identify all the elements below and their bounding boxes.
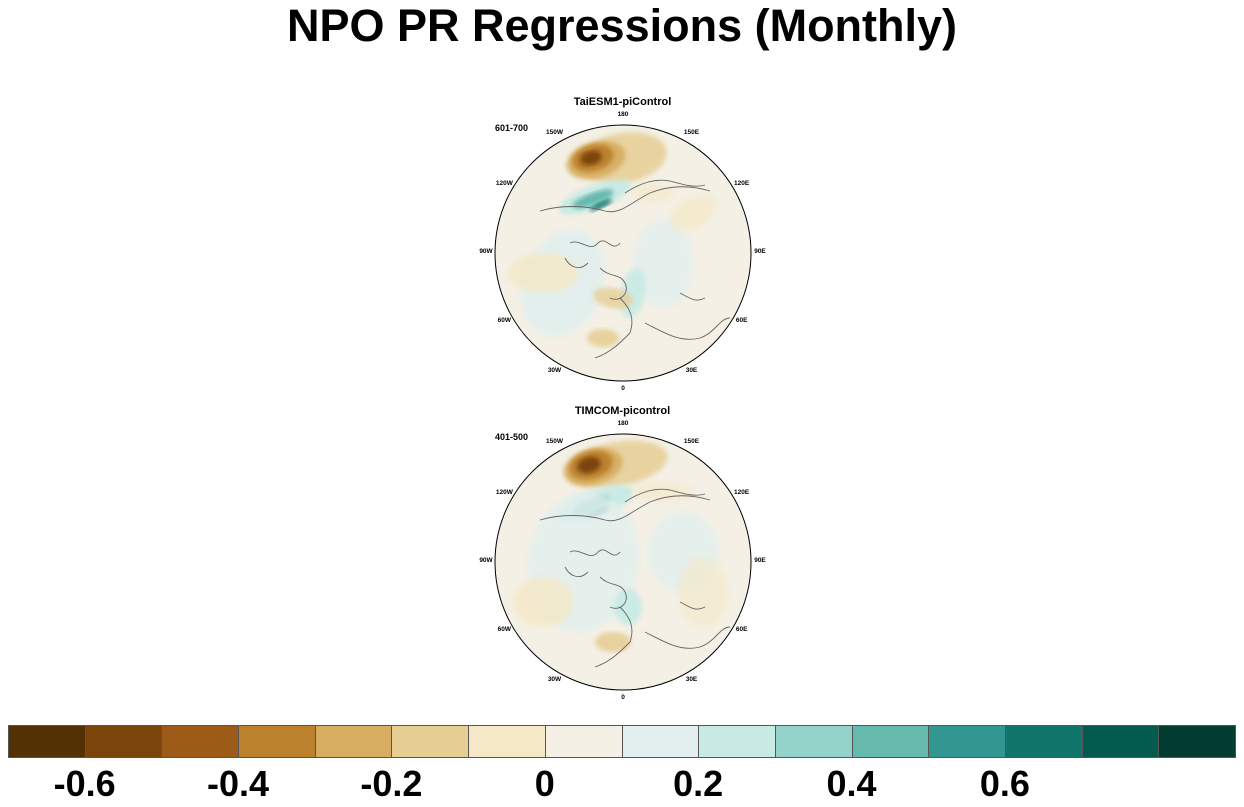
longitude-label: 90W — [479, 557, 493, 564]
colorbar-box — [928, 725, 1006, 758]
colorbar-box — [544, 725, 623, 758]
colorbar-box — [851, 725, 930, 758]
colorbar-box — [774, 725, 853, 758]
anomaly-contour — [577, 456, 601, 474]
longitude-label: 30W — [547, 366, 562, 374]
anomaly-contour — [678, 557, 728, 627]
panel-subtitle: 401-500 — [495, 432, 529, 442]
longitude-label: 90E — [754, 248, 766, 255]
anomaly-contour — [508, 253, 578, 293]
anomaly-contour — [572, 189, 614, 209]
colorbar-tick-label: 0.6 — [979, 763, 1030, 804]
figure-title: NPO PR Regressions (Monthly) — [286, 0, 958, 51]
colorbar-tick-label: 0.2 — [673, 763, 724, 804]
coastline — [624, 179, 706, 194]
colorbar-box — [698, 725, 776, 758]
anomaly-contour — [587, 329, 619, 347]
longitude-label: 0 — [621, 694, 625, 701]
anomaly-contour — [633, 218, 693, 308]
panel-title: TIMCOM-picontrol — [574, 405, 671, 417]
coastline — [594, 297, 633, 359]
coastline — [599, 267, 627, 300]
colorbar-tick-label: 0 — [534, 763, 555, 804]
coastline — [569, 549, 621, 556]
longitude-label: 150W — [546, 438, 563, 446]
map-border — [494, 433, 752, 691]
coastline — [564, 566, 589, 578]
longitude-label: 120E — [734, 179, 750, 187]
colorbar-box — [1158, 725, 1236, 758]
longitude-label: 180 — [617, 420, 629, 427]
anomaly-contour — [513, 577, 573, 627]
longitude-label: 60W — [497, 316, 512, 324]
anomaly-contour — [590, 199, 612, 211]
anomaly-contour — [633, 183, 673, 203]
polar-map — [494, 124, 752, 382]
colorbar-tick-label: -0.4 — [207, 763, 270, 804]
colorbar-box — [8, 725, 86, 758]
colorbar-box — [84, 725, 163, 758]
longitude-label: 120E — [734, 488, 750, 496]
colorbar-tick-label: -0.2 — [360, 763, 423, 804]
colorbar-box — [238, 725, 316, 758]
coastline — [564, 257, 589, 269]
coastline — [679, 292, 706, 301]
longitude-label: 150E — [683, 129, 700, 137]
colorbar-box — [1081, 725, 1160, 758]
longitude-label: 90W — [479, 248, 493, 255]
longitude-label: 60E — [735, 625, 748, 633]
coastline — [594, 606, 633, 668]
longitude-label: 0 — [621, 385, 625, 392]
colorbar-box — [621, 725, 700, 758]
panel-title: TaiESM1-piControl — [573, 96, 672, 108]
anomaly-contour — [614, 589, 642, 625]
colorbar-box — [1004, 725, 1083, 758]
anomaly-contour — [670, 194, 716, 232]
longitude-label: 30W — [547, 675, 562, 683]
coastline — [539, 186, 711, 213]
longitude-label: 30E — [685, 366, 698, 374]
colorbar-box — [468, 725, 546, 758]
panel-subtitle: 601-700 — [495, 123, 529, 133]
map-panel-timcom: TIMCOM-picontrol 401-500 180 150E 120E 90E 6… — [470, 402, 775, 701]
coastline — [679, 601, 706, 610]
coastline — [569, 240, 621, 247]
coastline — [624, 488, 706, 503]
coastline — [599, 576, 627, 609]
coastline — [644, 626, 731, 649]
colorbar — [8, 725, 1236, 760]
anomaly-contour — [595, 632, 631, 652]
coastline — [539, 495, 711, 522]
longitude-label: 180 — [617, 111, 629, 118]
map-border — [494, 124, 752, 382]
longitude-label: 150W — [546, 129, 563, 137]
colorbar-tick-label: -0.6 — [53, 763, 116, 804]
longitude-label: 120W — [495, 488, 513, 496]
map-panel-taiesm1: TaiESM1-piControl 601-700 180 150E 120E 90E… — [470, 93, 775, 392]
anomaly-contour — [633, 482, 693, 502]
longitude-label: 60E — [735, 316, 748, 324]
coastline — [644, 317, 731, 340]
colorbar-tick-label: 0.4 — [826, 763, 877, 804]
colorbar-box — [161, 725, 240, 758]
colorbar-box — [391, 725, 470, 758]
polar-map — [494, 433, 752, 691]
longitude-label: 120W — [495, 179, 513, 187]
longitude-label: 30E — [685, 675, 698, 683]
anomaly-contour — [580, 150, 602, 166]
anomaly-contour — [593, 287, 633, 309]
longitude-label: 150E — [683, 438, 700, 446]
colorbar-box — [314, 725, 393, 758]
longitude-label: 60W — [497, 625, 512, 633]
longitude-label: 90E — [754, 557, 766, 564]
